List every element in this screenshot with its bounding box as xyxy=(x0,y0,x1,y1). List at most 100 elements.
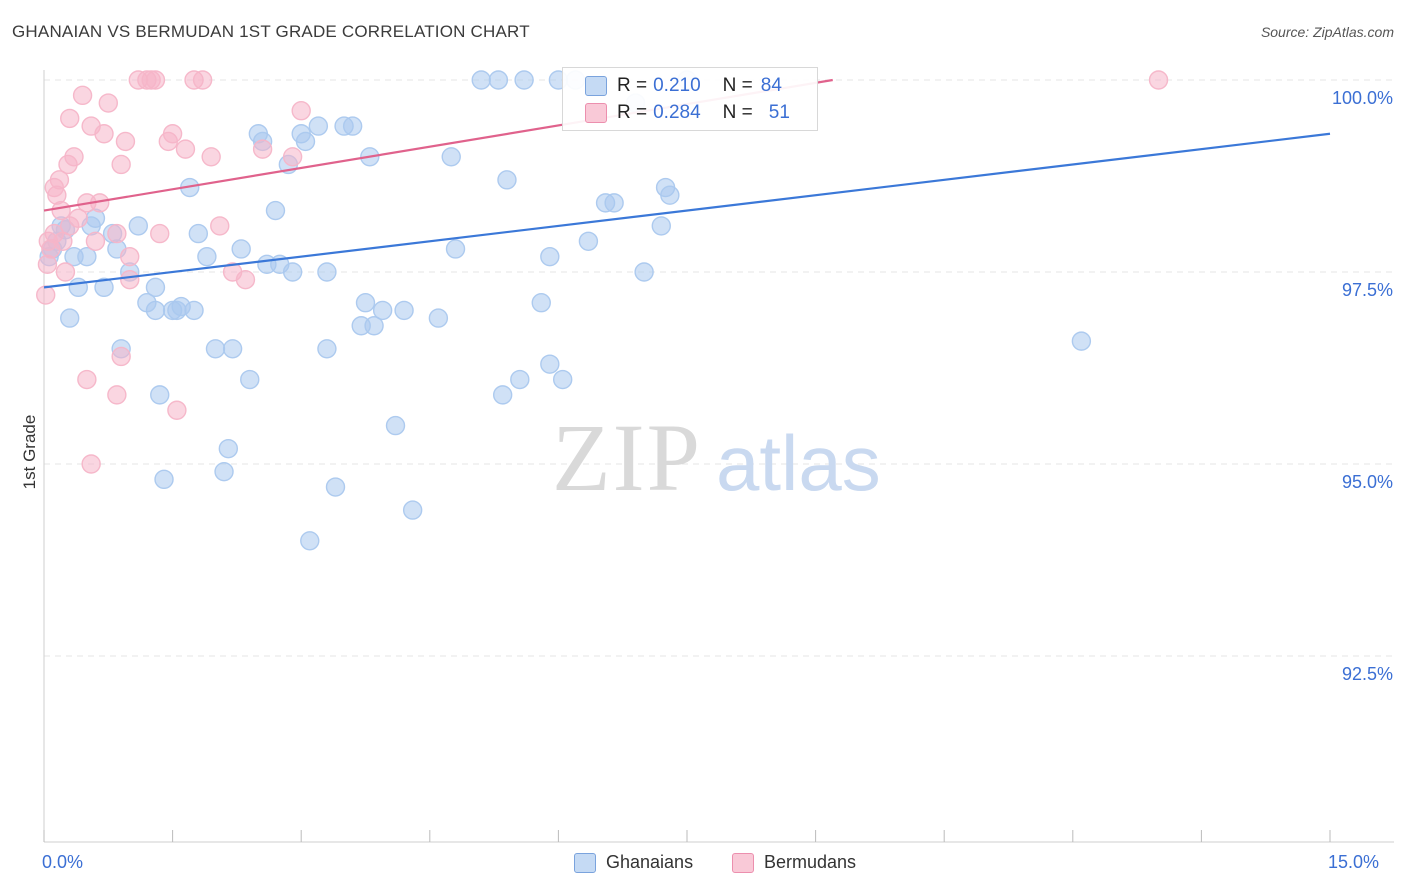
ghanaian-point xyxy=(604,193,624,213)
ghanaian-point xyxy=(188,223,209,244)
legend-swatch-bermudans xyxy=(732,852,754,873)
legend-item-ghanaians[interactable]: Ghanaians xyxy=(574,852,693,873)
legend-r-label: R = xyxy=(617,102,648,123)
ghanaian-point xyxy=(154,469,174,490)
ghanaian-point xyxy=(240,369,260,390)
legend-swatch-bermudans xyxy=(585,103,607,123)
legend-label-ghanaians: Ghanaians xyxy=(606,852,694,872)
bermudan-point xyxy=(282,147,303,167)
legend-n-label: N = xyxy=(722,75,753,96)
legend-item-bermudans[interactable]: Bermudans xyxy=(732,852,856,873)
legend-label-bermudans: Bermudans xyxy=(764,852,857,872)
ghanaian-point xyxy=(317,262,337,282)
ghanaian-point xyxy=(1071,331,1092,351)
ghanaian-point xyxy=(441,147,461,167)
ghanaian-point xyxy=(510,369,530,390)
legend-r-value: 0.210 xyxy=(653,75,701,96)
bermudan-point xyxy=(1148,70,1169,90)
ghanaian-point xyxy=(265,200,286,221)
bermudan-point xyxy=(111,346,131,367)
ghanaian-point xyxy=(578,231,599,251)
bermudan-point xyxy=(55,262,76,282)
bermudan-point xyxy=(145,70,166,90)
ghanaian-point xyxy=(231,239,251,259)
ghanaian-point xyxy=(295,131,316,152)
ghanaian-point xyxy=(402,500,423,520)
ghanaian-point xyxy=(540,354,560,374)
bermudan-point xyxy=(77,369,97,390)
bermudan-point xyxy=(81,454,101,474)
legend-row-ghanaians: R = 0.210 N = 84 xyxy=(585,74,782,98)
x-tick-label-max: 15.0% xyxy=(1328,852,1380,872)
bermudan-point xyxy=(291,101,311,121)
bermudan-point xyxy=(64,147,84,167)
bermudan-point xyxy=(175,139,196,159)
bermudan-point xyxy=(201,147,221,167)
ghanaian-point xyxy=(308,116,329,136)
legend-r-label: R = xyxy=(617,75,648,96)
ghanaian-point xyxy=(372,300,393,321)
bermudan-point xyxy=(235,269,256,290)
legend-swatch-ghanaians xyxy=(574,852,596,873)
gridlines xyxy=(44,79,1394,657)
bermudan-point xyxy=(167,400,187,420)
ghanaian-point xyxy=(218,438,239,459)
ghanaian-point xyxy=(60,308,80,328)
y-tick-label: 100.0% xyxy=(1332,88,1393,108)
bermudan-point xyxy=(120,269,140,290)
ghanaian-point xyxy=(531,293,551,313)
ghanaian-point xyxy=(445,239,466,259)
stats-legend: R = 0.210 N = 84 R = 0.284 N = 51 xyxy=(562,67,818,131)
ghanaian-point xyxy=(552,369,573,390)
x-tick-label-min: 0.0% xyxy=(42,852,84,872)
ghanaian-point xyxy=(428,308,449,328)
axes xyxy=(43,70,1394,843)
y-tick-labels: 100.0% 97.5% 95.0% 92.5% xyxy=(1332,88,1393,684)
ghanaian-point xyxy=(355,293,376,313)
ghanaian-point xyxy=(300,531,320,551)
legend-r-value: 0.284 xyxy=(653,102,701,123)
ghanaian-point xyxy=(634,262,654,282)
ghanaian-point xyxy=(385,415,406,436)
bermudan-point xyxy=(111,154,131,175)
bermudan-point xyxy=(210,216,230,236)
bermudan-point xyxy=(98,93,119,113)
ghanaian-point xyxy=(651,216,671,236)
ghanaian-point xyxy=(145,277,166,298)
ghanaian-point xyxy=(222,339,243,359)
ghanaian-point xyxy=(660,185,680,205)
bermudan-point xyxy=(107,223,127,244)
bermudan-point xyxy=(72,85,93,106)
bermudan-point xyxy=(120,246,140,267)
series-legend: Ghanaians Bermudans xyxy=(0,852,1406,878)
ghanaian-point xyxy=(94,277,114,298)
ghanaians-trend-line xyxy=(43,132,1331,289)
ghanaian-point xyxy=(342,116,363,136)
legend-n-value: 84 xyxy=(760,75,782,96)
ghanaian-point xyxy=(540,246,560,267)
y-axis-label: 1st Grade xyxy=(20,415,39,490)
ghanaian-point xyxy=(150,385,170,405)
ghanaian-point xyxy=(497,170,517,190)
ghanaian-point xyxy=(128,216,149,236)
watermark-zip: ZIP xyxy=(552,404,702,511)
bermudan-point xyxy=(192,70,213,90)
ghanaian-point xyxy=(492,385,513,405)
y-tick-label: 92.5% xyxy=(1342,664,1393,684)
watermark-atlas: atlas xyxy=(716,419,881,507)
y-tick-label: 95.0% xyxy=(1342,472,1393,492)
ghanaian-point xyxy=(214,461,234,482)
bermudans-points xyxy=(36,70,1169,474)
legend-n-label: N = xyxy=(722,102,753,123)
bermudan-point xyxy=(107,385,127,405)
ghanaian-point xyxy=(137,293,157,313)
ghanaian-point xyxy=(394,300,414,321)
ghanaian-point xyxy=(471,70,491,90)
legend-n-value: 51 xyxy=(768,102,790,123)
ghanaian-point xyxy=(167,300,187,321)
ghanaians-points xyxy=(39,70,1092,551)
ghanaian-point xyxy=(197,246,217,267)
watermark: ZIP atlas xyxy=(552,404,881,511)
bermudan-point xyxy=(252,139,273,159)
